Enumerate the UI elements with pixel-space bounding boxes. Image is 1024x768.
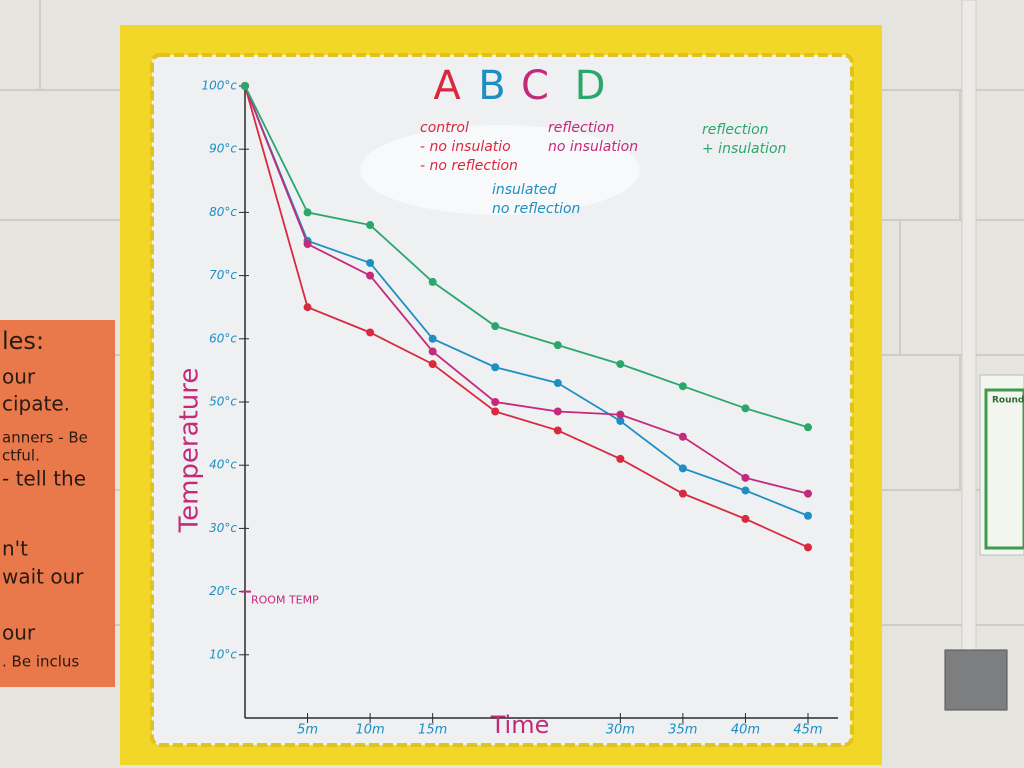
poster-line: - tell the [2,467,86,491]
point [678,382,687,391]
point [678,432,687,441]
series-note: control [420,120,469,136]
series-note: insulated [492,182,557,198]
x-tick-label: 5m [297,723,318,738]
y-tick-label: 90°c [209,142,237,156]
poster-line: wait our [2,565,84,589]
point [366,271,375,280]
series-line [244,85,809,549]
y-axis-label: Temperature [175,368,205,534]
point [366,258,375,267]
room-temp-label: ROOM TEMP [251,594,319,607]
point [804,543,812,552]
point [616,454,625,463]
point [366,328,375,337]
poster-line: our [2,365,36,389]
point [553,407,562,416]
point [241,82,249,90]
series-note: no reflection [492,201,580,217]
y-tick-label: 60°c [209,331,237,345]
point [428,347,437,356]
point [741,486,750,495]
left-poster [0,320,115,687]
y-tick-label: 80°c [209,205,237,219]
right-poster-border [984,388,1024,550]
series-line [244,85,809,517]
x-tick-label: 35m [668,723,697,738]
point [428,360,437,369]
y-tick-label: 10°c [209,647,237,661]
point [804,423,812,432]
y-tick-label: 20°c [209,584,237,598]
series-note: reflection [702,122,769,138]
poster-line: . Be inclus [2,653,79,671]
pipe [961,0,977,661]
poster-line: ctful. [2,447,40,465]
series-line [244,85,809,429]
y-tick-label: 100°c [201,79,237,93]
y-tick-label: 70°c [209,268,237,282]
point [303,208,312,217]
socket [944,649,1008,711]
point [303,240,312,248]
point [491,407,500,416]
point [678,489,687,498]
point [491,363,500,372]
x-tick-label: 30m [606,723,635,738]
poster-line: n't [2,537,28,561]
poster-line: cipate. [2,392,70,416]
series-note: no insulation [548,139,638,155]
point [428,334,437,343]
glare [360,125,640,215]
point [553,341,562,350]
series-line [244,85,809,495]
x-tick-label: 45m [793,723,822,738]
point [491,398,500,406]
y-tick-label: 40°c [209,458,237,472]
x-tick-label: 40m [731,723,760,738]
series-letter: A [433,63,461,109]
point [553,426,562,435]
series-note: - no reflection [420,158,518,174]
series-note: reflection [548,120,615,136]
point [303,303,312,312]
y-tick-label: 30°c [209,521,237,535]
poster-line: anners - Be [2,429,88,447]
y-tick-label: 50°c [209,395,237,409]
poster-line: les: [2,327,44,355]
point [616,410,625,419]
point [678,464,687,473]
point [804,511,812,520]
series-letter: C [521,63,549,109]
poster-line: our [2,621,36,645]
x-tick-label: 15m [418,723,447,738]
point [616,360,625,369]
whiteboard [150,53,854,747]
right-poster-title: Roundi [992,396,1024,406]
x-tick-label: 10m [356,723,385,738]
series-letter: D [575,63,606,109]
point [804,489,812,498]
point [553,379,562,388]
series-note: - no insulatio [420,139,511,155]
point [491,322,500,331]
point [616,416,625,425]
series-letter: B [478,63,505,109]
series-note: + insulation [702,141,786,157]
point [428,277,437,286]
x-axis-label: Time [490,711,550,739]
point [741,404,750,413]
point [741,473,750,482]
point [366,221,375,230]
point [741,514,750,523]
